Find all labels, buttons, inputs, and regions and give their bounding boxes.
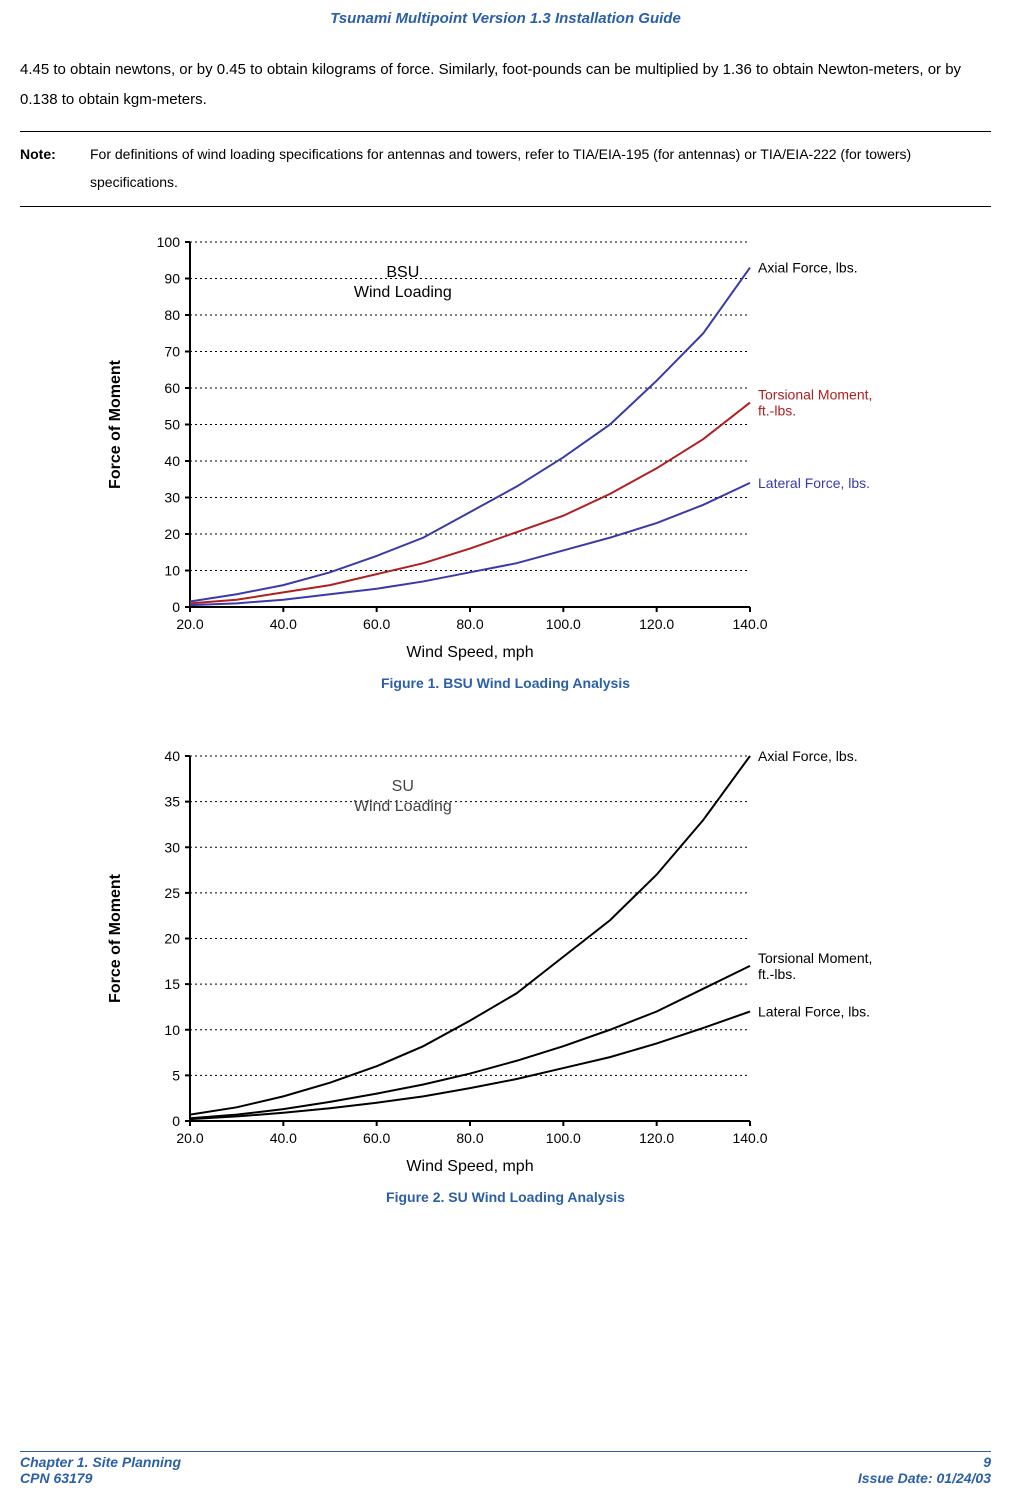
svg-text:30: 30 (164, 839, 180, 855)
svg-text:ft.-lbs.: ft.-lbs. (758, 403, 796, 419)
svg-text:20: 20 (164, 526, 180, 542)
chart-bsu: 0 10 20 30 40 50 60 70 80 90 100 20.0 40.0 60.0 80.0 10… (100, 227, 991, 667)
footer-issue: Issue Date: 01/24/03 (858, 1470, 991, 1486)
svg-text:30: 30 (164, 490, 180, 506)
svg-text:Axial Force, lbs.: Axial Force, lbs. (758, 260, 858, 276)
svg-text:80.0: 80.0 (456, 616, 483, 632)
note-text: For definitions of wind loading specific… (90, 140, 991, 196)
svg-text:35: 35 (164, 794, 180, 810)
svg-text:50: 50 (164, 417, 180, 433)
svg-text:Wind Loading: Wind Loading (354, 798, 452, 815)
svg-text:80: 80 (164, 307, 180, 323)
svg-text:0: 0 (172, 599, 180, 615)
figure2-caption: Figure 2. SU Wind Loading Analysis (20, 1189, 991, 1205)
svg-text:60.0: 60.0 (363, 616, 390, 632)
figure1-caption: Figure 1. BSU Wind Loading Analysis (20, 675, 991, 691)
body-paragraph: 4.45 to obtain newtons, or by 0.45 to ob… (20, 55, 991, 115)
svg-text:Wind Loading: Wind Loading (354, 284, 452, 301)
svg-text:20.0: 20.0 (176, 1130, 203, 1146)
svg-text:BSU: BSU (386, 264, 419, 281)
svg-text:100.0: 100.0 (546, 1130, 581, 1146)
svg-text:100.0: 100.0 (546, 616, 581, 632)
chart-su: 0 5 10 15 20 25 30 35 40 20.0 40.0 60.0 80.0 100.0 120… (100, 741, 991, 1181)
svg-text:140.0: 140.0 (732, 1130, 767, 1146)
svg-text:40: 40 (164, 453, 180, 469)
svg-text:40: 40 (164, 748, 180, 764)
svg-text:20: 20 (164, 931, 180, 947)
svg-text:ft.-lbs.: ft.-lbs. (758, 966, 796, 982)
svg-text:Wind Speed, mph: Wind Speed, mph (406, 644, 533, 661)
svg-text:25: 25 (164, 885, 180, 901)
svg-text:120.0: 120.0 (639, 1130, 674, 1146)
svg-text:140.0: 140.0 (732, 616, 767, 632)
svg-text:90: 90 (164, 271, 180, 287)
svg-text:Lateral Force, lbs.: Lateral Force, lbs. (758, 475, 870, 491)
svg-text:120.0: 120.0 (639, 616, 674, 632)
footer-chapter: Chapter 1. Site Planning (20, 1454, 181, 1470)
svg-text:Torsional Moment,: Torsional Moment, (758, 387, 872, 403)
svg-text:10: 10 (164, 563, 180, 579)
doc-header: Tsunami Multipoint Version 1.3 Installat… (20, 10, 991, 27)
svg-text:Force of Moment: Force of Moment (107, 873, 124, 1003)
svg-text:40.0: 40.0 (270, 1130, 297, 1146)
page-footer: Chapter 1. Site Planning CPN 63179 9 Iss… (20, 1451, 991, 1486)
svg-text:60.0: 60.0 (363, 1130, 390, 1146)
svg-text:Torsional Moment,: Torsional Moment, (758, 950, 872, 966)
svg-text:60: 60 (164, 380, 180, 396)
svg-text:15: 15 (164, 976, 180, 992)
svg-text:Axial Force, lbs.: Axial Force, lbs. (758, 748, 858, 764)
svg-text:100: 100 (157, 234, 181, 250)
note-label: Note: (20, 140, 90, 196)
footer-page: 9 (858, 1454, 991, 1470)
svg-text:40.0: 40.0 (270, 616, 297, 632)
chart-su-svg: 0 5 10 15 20 25 30 35 40 20.0 40.0 60.0 80.0 100.0 120… (100, 741, 920, 1181)
svg-text:70: 70 (164, 344, 180, 360)
svg-text:Force of Moment: Force of Moment (107, 359, 124, 489)
svg-text:80.0: 80.0 (456, 1130, 483, 1146)
svg-text:SU: SU (392, 778, 414, 795)
svg-text:20.0: 20.0 (176, 616, 203, 632)
note-block: Note: For definitions of wind loading sp… (20, 131, 991, 207)
chart-bsu-svg: 0 10 20 30 40 50 60 70 80 90 100 20.0 40.0 60.0 80.0 10… (100, 227, 920, 667)
svg-text:5: 5 (172, 1067, 180, 1083)
footer-cpn: CPN 63179 (20, 1470, 181, 1486)
svg-text:10: 10 (164, 1022, 180, 1038)
svg-text:Wind Speed, mph: Wind Speed, mph (406, 1158, 533, 1175)
svg-text:Lateral Force, lbs.: Lateral Force, lbs. (758, 1004, 870, 1020)
svg-text:0: 0 (172, 1113, 180, 1129)
